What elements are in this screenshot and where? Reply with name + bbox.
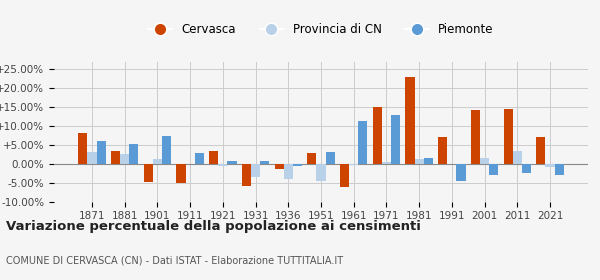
Bar bbox=[382, 162, 391, 164]
Bar bbox=[536, 137, 545, 164]
Bar bbox=[554, 164, 564, 175]
Bar bbox=[489, 164, 499, 175]
Text: Variazione percentuale della popolazione ai censimenti: Variazione percentuale della popolazione… bbox=[6, 220, 421, 233]
Bar bbox=[522, 164, 531, 173]
Bar bbox=[227, 161, 236, 164]
Bar bbox=[438, 137, 447, 164]
Bar bbox=[349, 164, 358, 165]
Bar bbox=[480, 158, 489, 164]
Bar bbox=[307, 153, 316, 164]
Bar bbox=[457, 164, 466, 181]
Bar bbox=[284, 164, 293, 179]
Bar bbox=[316, 164, 326, 181]
Bar bbox=[391, 115, 400, 164]
Bar bbox=[251, 164, 260, 177]
Bar bbox=[406, 78, 415, 164]
Bar bbox=[260, 161, 269, 164]
Bar bbox=[153, 159, 162, 164]
Bar bbox=[275, 164, 284, 169]
Bar bbox=[545, 164, 554, 167]
Text: COMUNE DI CERVASCA (CN) - Dati ISTAT - Elaborazione TUTTITALIA.IT: COMUNE DI CERVASCA (CN) - Dati ISTAT - E… bbox=[6, 255, 343, 265]
Bar bbox=[326, 152, 335, 164]
Bar bbox=[373, 107, 382, 164]
Bar bbox=[415, 159, 424, 164]
Bar bbox=[120, 153, 130, 164]
Bar bbox=[195, 153, 204, 164]
Legend: Cervasca, Provincia di CN, Piemonte: Cervasca, Provincia di CN, Piemonte bbox=[143, 18, 499, 41]
Bar bbox=[143, 164, 153, 181]
Bar bbox=[358, 122, 367, 164]
Bar bbox=[340, 164, 349, 187]
Bar bbox=[88, 152, 97, 164]
Bar bbox=[471, 110, 480, 164]
Bar bbox=[503, 109, 512, 164]
Bar bbox=[130, 144, 139, 164]
Bar bbox=[111, 151, 120, 164]
Bar bbox=[162, 136, 171, 164]
Bar bbox=[78, 134, 88, 164]
Bar bbox=[218, 164, 227, 166]
Bar bbox=[97, 141, 106, 164]
Bar bbox=[242, 164, 251, 186]
Bar bbox=[293, 164, 302, 166]
Bar bbox=[512, 151, 522, 164]
Bar bbox=[176, 164, 185, 183]
Bar bbox=[424, 158, 433, 164]
Bar bbox=[209, 151, 218, 164]
